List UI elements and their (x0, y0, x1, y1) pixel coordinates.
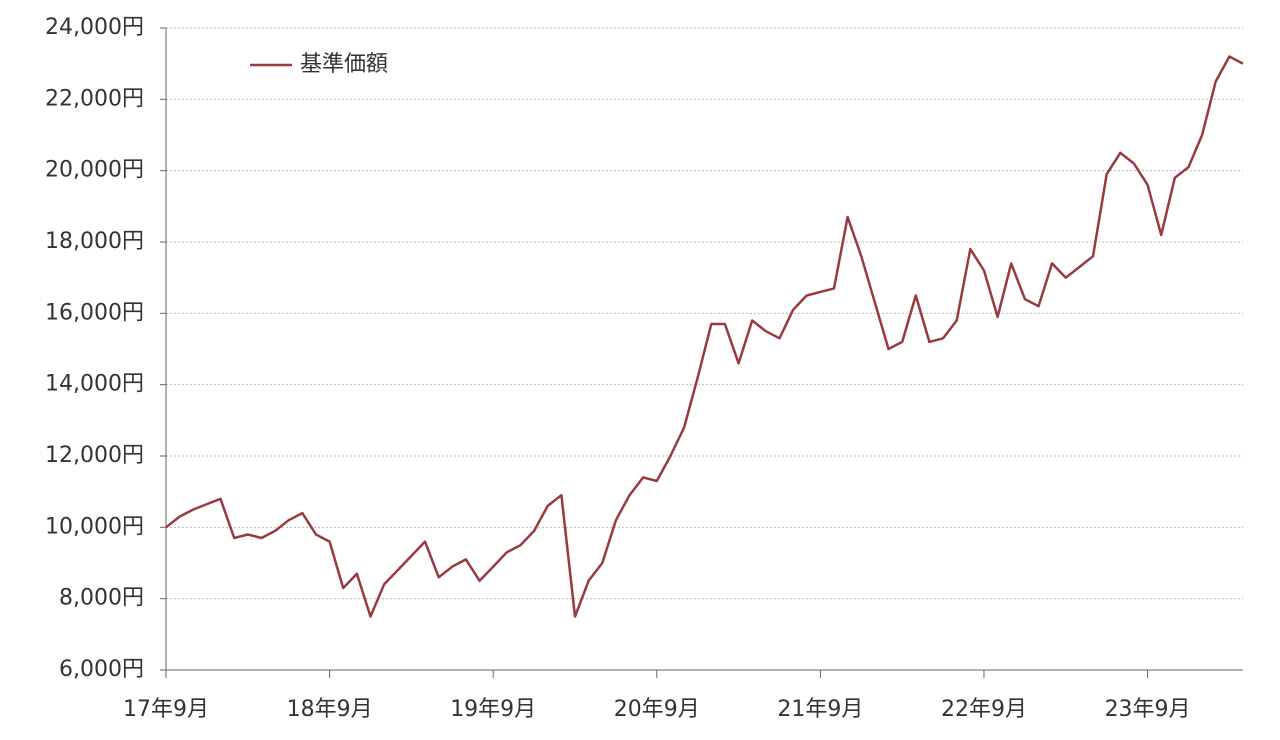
x-tick-label: 17年9月 (123, 697, 209, 722)
y-tick-label: 10,000円 (45, 514, 144, 539)
x-tick-label: 20年9月 (614, 697, 700, 722)
x-tick-label: 23年9月 (1105, 697, 1191, 722)
y-tick-label: 12,000円 (45, 443, 144, 468)
x-tick-label: 19年9月 (450, 697, 536, 722)
y-tick-label: 6,000円 (59, 657, 144, 682)
x-tick-label: 22年9月 (941, 697, 1027, 722)
y-tick-label: 14,000円 (45, 372, 144, 397)
x-tick-label: 21年9月 (777, 697, 863, 722)
y-tick-label: 18,000円 (45, 229, 144, 254)
x-tick-label: 18年9月 (287, 697, 373, 722)
legend-label: 基準価額 (300, 52, 388, 77)
y-tick-label: 20,000円 (45, 158, 144, 183)
y-tick-label: 8,000円 (59, 586, 144, 611)
y-tick-label: 16,000円 (45, 300, 144, 325)
y-tick-label: 22,000円 (45, 86, 144, 111)
data-line (165, 55, 1244, 618)
y-tick-label: 24,000円 (45, 15, 144, 40)
